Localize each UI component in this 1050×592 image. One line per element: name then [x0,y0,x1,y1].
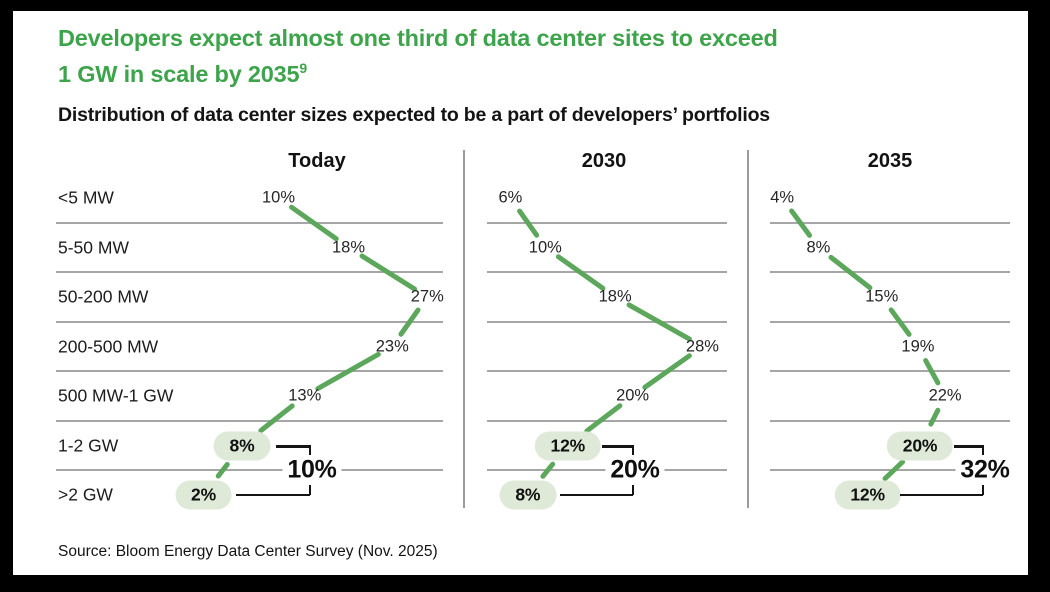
value-label: 18% [331,238,366,256]
trend-segment [642,353,692,390]
chart-gridline [770,419,1010,422]
value-pill: 20% [886,431,954,460]
value-label: 8% [806,238,831,256]
value-label: 10% [261,188,296,207]
column-header-2030: 2030 [581,150,627,172]
row-label: 5-50 MW [58,237,129,257]
bracket-line-bottom [559,493,633,497]
trend-segment [555,254,606,291]
bracket-tick-top [631,445,635,456]
row-label: 200-500 MW [58,336,159,356]
trend-segment [540,461,556,479]
page-title: Developers expect almost one third of da… [58,23,998,89]
value-label: 22% [928,386,962,405]
column-header-2035: 2035 [867,150,913,172]
chart-gridline [56,271,443,274]
chart-gridline [56,320,443,323]
bracket-line-top [276,445,310,448]
trend-segment [359,253,418,292]
chart-gridline [56,370,443,373]
chart-gridline [56,469,443,472]
value-label: 20% [616,386,650,405]
chart-gridline [487,271,727,274]
value-pill: 12% [834,480,901,510]
row-label: 50-200 MW [58,286,149,307]
chart-gridline [56,419,443,422]
bracket-tick-bottom [981,485,985,495]
chart-gridline [770,320,1010,323]
chart-gridline [770,370,1010,373]
trend-segment [215,461,230,479]
column-divider [462,150,465,508]
gw-plus-total-label: 20% [605,455,665,485]
chart-gridline [487,370,727,373]
chart-gridline [770,469,1010,472]
footnote-marker: 9 [299,60,308,76]
source-note: Source: Bloom Energy Data Center Survey … [58,543,438,560]
trend-segment [923,358,941,386]
trend-segment [789,208,813,238]
trend-segment [517,208,540,238]
bracket-line-bottom [235,493,310,497]
trend-segment [584,403,623,434]
chart-gridline [56,221,443,224]
value-label: 13% [288,386,322,405]
row-label: 500 MW-1 GW [58,385,174,406]
bracket-line-top [601,445,633,448]
gw-plus-total-label: 32% [955,455,1015,485]
value-pill: 8% [499,480,557,510]
trend-segment [258,403,295,434]
bracket-tick-bottom [308,485,312,495]
value-label: 28% [685,337,719,355]
value-label: 15% [865,287,899,306]
column-divider [746,150,749,508]
row-label: <5 MW [58,187,114,208]
value-label: 18% [598,287,632,306]
bracket-line-top [954,445,983,448]
trend-segment [398,307,421,337]
trend-segment [828,254,873,291]
chart-gridline [770,221,1010,224]
trend-segment [882,459,906,482]
bracket-tick-bottom [631,485,635,495]
row-label: 1-2 GW [58,435,119,455]
trend-segment [289,204,339,242]
chart-gridline [487,221,727,224]
value-label: 6% [498,188,523,207]
value-pill: 12% [534,431,601,460]
gw-plus-total-label: 10% [282,455,342,485]
value-label: 10% [528,238,562,256]
page-title-line-1: Developers expect almost one third of da… [58,25,778,51]
chart-gridline [487,320,727,323]
value-label: 27% [410,287,444,306]
trend-segment [315,351,381,392]
value-label: 4% [770,188,795,207]
trend-segment [928,407,941,427]
chart-gridline [770,271,1010,274]
value-pill: 2% [175,480,232,510]
row-label: >2 GW [58,484,113,505]
value-label: 23% [375,337,409,355]
chart-subtitle: Distribution of data center sizes expect… [58,104,770,126]
column-header-today: Today [288,150,346,172]
chart-gridline [487,419,727,422]
trend-segment [626,302,692,342]
bracket-tick-top [981,445,985,456]
bracket-line-bottom [899,493,983,497]
value-label: 19% [901,337,935,355]
value-pill: 8% [213,431,271,460]
bracket-tick-top [308,445,312,456]
trend-segment [888,307,912,337]
page-title-line-2: 1 GW in scale by 20359 [58,60,308,87]
